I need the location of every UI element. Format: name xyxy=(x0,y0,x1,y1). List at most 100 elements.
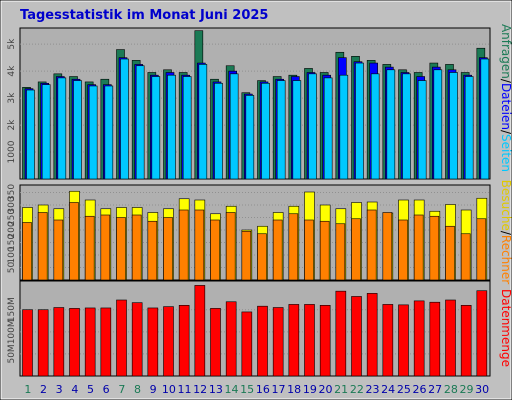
y-tick-label: 200 xyxy=(7,221,17,238)
traffic-bar xyxy=(210,308,221,377)
hosts-bar xyxy=(100,214,111,281)
day-label: 5 xyxy=(87,383,94,396)
pages-bar xyxy=(198,64,208,180)
pages-bar xyxy=(167,74,176,180)
hosts-bar xyxy=(351,218,361,281)
hosts-bar xyxy=(53,219,64,281)
y-tick-label: 50 xyxy=(7,262,17,274)
pages-bar xyxy=(214,82,223,180)
y-tick-label: 300 xyxy=(7,196,17,213)
pages-bar xyxy=(308,73,317,180)
traffic-bar xyxy=(429,301,441,377)
traffic-bar xyxy=(53,307,65,377)
day-label: 24 xyxy=(381,383,395,396)
legend-traffic: Datenmenge xyxy=(499,289,512,367)
pages-bar xyxy=(104,85,114,180)
pages-bar xyxy=(120,58,129,180)
traffic-bar xyxy=(178,305,190,377)
pages-bar xyxy=(261,82,270,180)
legend-visits-hosts: Besuche/Rechner xyxy=(499,180,512,284)
pages-bar xyxy=(402,73,411,180)
hosts-bar xyxy=(116,217,126,281)
pages-bar xyxy=(355,62,364,180)
y-tick-label: 150M xyxy=(7,297,17,322)
traffic-bar xyxy=(413,300,425,377)
day-label: 18 xyxy=(287,383,301,396)
traffic-bar xyxy=(225,301,237,377)
hosts-bar xyxy=(147,220,158,281)
plot-area xyxy=(19,27,491,180)
legend-entry: / xyxy=(499,130,512,135)
day-label: 15 xyxy=(240,383,254,396)
plot-area xyxy=(19,184,491,281)
day-label: 17 xyxy=(272,383,286,396)
day-label: 2 xyxy=(40,383,47,396)
hosts-bar xyxy=(225,212,236,281)
day-label: 12 xyxy=(193,383,207,396)
hosts-bar xyxy=(22,222,32,281)
pages-bar xyxy=(433,69,443,180)
legend-requests-files-pages: Anfragen/Dateien/Seiten xyxy=(499,24,512,172)
legend-entry: Datenmenge xyxy=(499,289,512,367)
hosts-bar xyxy=(429,215,440,281)
pages-bar xyxy=(370,73,380,180)
plot-area xyxy=(19,280,491,377)
legend-entry: Dateien xyxy=(499,83,512,130)
hosts-bar xyxy=(304,219,314,281)
traffic-bar xyxy=(69,308,80,377)
traffic-bar xyxy=(163,306,174,377)
y-tick-label: 250 xyxy=(7,209,17,226)
pages-bar xyxy=(276,80,286,180)
pages-bar xyxy=(323,77,333,180)
legend-entry: / xyxy=(499,79,512,84)
hosts-bar xyxy=(194,209,205,281)
traffic-bar xyxy=(398,304,409,377)
traffic-bar xyxy=(272,307,284,377)
pages-bar xyxy=(292,80,302,180)
traffic-bar xyxy=(37,309,49,377)
y-tick-label: 4k xyxy=(7,65,17,77)
hosts-bar xyxy=(241,230,252,281)
hosts-bar xyxy=(288,213,299,281)
traffic-bar xyxy=(382,304,394,377)
traffic-bar xyxy=(304,304,315,377)
hosts-bar xyxy=(382,212,393,281)
day-label: 8 xyxy=(134,383,141,396)
pages-bar xyxy=(386,69,396,180)
day-label: 1 xyxy=(24,383,31,396)
pages-bar xyxy=(151,76,161,180)
day-label: 30 xyxy=(475,383,489,396)
day-label: 6 xyxy=(103,383,110,396)
hosts-bar xyxy=(257,233,267,281)
y-tick-label: 2k xyxy=(7,119,17,131)
y-tick-label: 350 xyxy=(7,184,17,201)
hosts-bar xyxy=(335,223,346,281)
hosts-bar xyxy=(398,219,408,281)
day-label: 9 xyxy=(150,383,157,396)
y-tick-label: 1000 xyxy=(7,140,17,163)
day-label: 22 xyxy=(350,383,364,396)
legend-entry: / xyxy=(499,231,512,236)
traffic-bar xyxy=(100,307,112,377)
day-label: 29 xyxy=(460,383,474,396)
traffic-bar xyxy=(335,290,347,377)
traffic-bar xyxy=(476,290,488,377)
hosts-bar xyxy=(69,202,79,281)
pages-bar xyxy=(339,74,349,180)
day-label: 20 xyxy=(319,383,333,396)
day-label: 13 xyxy=(209,383,223,396)
traffic-bar xyxy=(366,293,378,377)
day-label: 4 xyxy=(71,383,78,396)
day-label: 27 xyxy=(428,383,442,396)
y-tick-label: 50M xyxy=(7,344,17,363)
hosts-bar xyxy=(178,209,189,281)
chart-title: Tagesstatistik im Monat Juni 2025 xyxy=(20,8,268,23)
traffic-bar xyxy=(147,307,159,377)
pages-bar xyxy=(73,80,82,180)
day-label: 19 xyxy=(303,383,317,396)
y-tick-label: 3k xyxy=(7,92,17,104)
